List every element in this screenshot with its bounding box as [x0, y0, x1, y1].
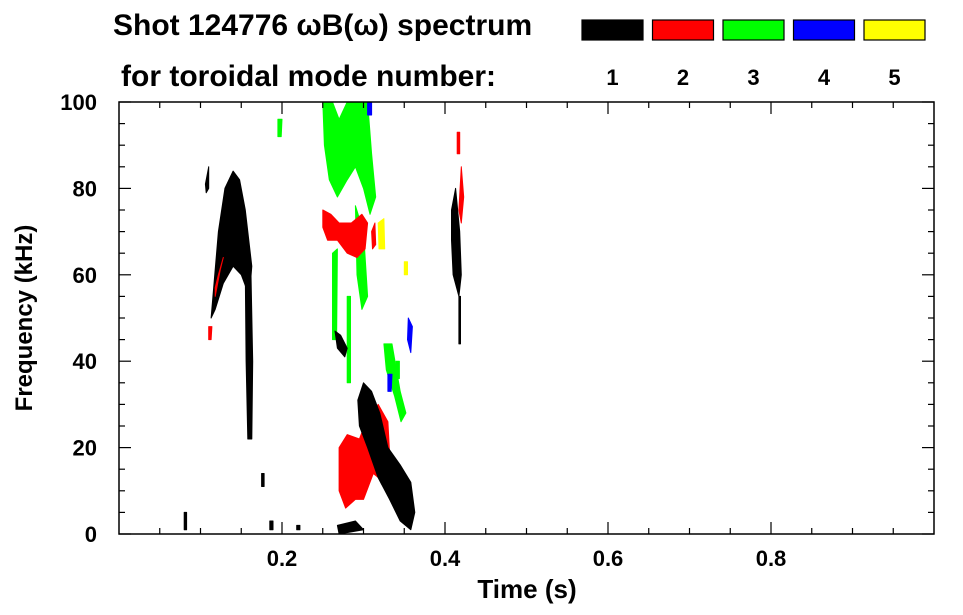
legend-swatch-mode-5 [863, 19, 926, 41]
legend-swatch-mode-3 [722, 19, 785, 41]
spectrum-region-mode-2 [208, 326, 213, 341]
spectrum-region-mode-3 [332, 248, 338, 341]
legend-swatch-mode-1 [581, 19, 644, 41]
spectrum-region-mode-2 [458, 166, 465, 224]
spectrum-region-mode-1 [210, 170, 253, 319]
x-tick-label: 0.4 [430, 546, 461, 571]
y-tick-label: 40 [73, 349, 97, 374]
spectrum-region-mode-1 [269, 520, 274, 531]
legend-label-mode-4: 4 [818, 65, 831, 90]
spectrum-region-mode-1 [336, 520, 364, 535]
spectrum-region-mode-1 [204, 166, 210, 194]
spectrum-region-mode-2 [214, 257, 224, 297]
legend-label-mode-2: 2 [677, 65, 689, 90]
x-axis-ticks: 0.2 0.4 0.6 0.8 [159, 102, 894, 571]
x-axis-label: Time (s) [477, 574, 576, 604]
spectrum-region-mode-4 [367, 101, 373, 116]
legend-swatch-mode-4 [792, 19, 856, 41]
spectrum-region-mode-5 [377, 218, 386, 250]
spectrum-region-mode-1 [261, 473, 265, 487]
legend-label-mode-3: 3 [747, 65, 759, 90]
legend-label-mode-5: 5 [888, 65, 900, 90]
spectrum-region-mode-1 [244, 274, 254, 440]
spectrum-region-mode-1 [451, 187, 462, 297]
spectrum-region-mode-1 [334, 330, 348, 358]
x-tick-label: 0.2 [267, 546, 298, 571]
spectrum-regions [183, 101, 465, 535]
spectrum-region-mode-5 [403, 261, 408, 276]
spectrum-region-mode-2 [371, 222, 377, 250]
y-axis-label: Frequency (kHz) [11, 225, 38, 412]
plot-frame [118, 101, 935, 535]
chart-title-line1: Shot 124776 ωB(ω) spectrum [113, 9, 532, 42]
y-tick-label: 20 [73, 436, 97, 461]
spectrum-region-mode-3 [277, 118, 283, 138]
spectrum-region-mode-3 [383, 343, 407, 423]
spectrum-region-mode-3 [395, 360, 400, 379]
x-tick-label: 0.6 [593, 546, 624, 571]
legend: 1 2 3 4 5 [581, 19, 926, 90]
legend-swatch-mode-2 [651, 19, 715, 41]
y-tick-label: 100 [60, 90, 97, 115]
spectrum-region-mode-2 [322, 209, 369, 258]
spectrum-region-mode-1 [296, 524, 301, 531]
chart-title-line2: for toroidal mode number: [121, 60, 496, 93]
x-tick-label: 0.8 [756, 546, 787, 571]
y-tick-label: 80 [73, 176, 97, 201]
plot-area: 0.2 0.4 0.6 0.8 0 20 40 60 80 100 [60, 90, 935, 571]
spectrum-region-mode-4 [387, 373, 393, 392]
y-tick-label: 0 [85, 522, 97, 547]
y-axis-ticks: 0 20 40 60 80 100 [60, 90, 934, 547]
spectrum-region-mode-3 [322, 101, 377, 215]
spectrum-region-mode-2 [456, 131, 461, 155]
spectrum-region-mode-1 [458, 295, 461, 345]
spectrum-region-mode-3 [346, 295, 351, 384]
spectrum-region-mode-1 [183, 511, 188, 531]
spectrum-region-mode-1 [357, 382, 416, 531]
spectrum-region-mode-4 [407, 317, 413, 354]
legend-label-mode-1: 1 [606, 65, 618, 90]
y-tick-label: 60 [73, 263, 97, 288]
